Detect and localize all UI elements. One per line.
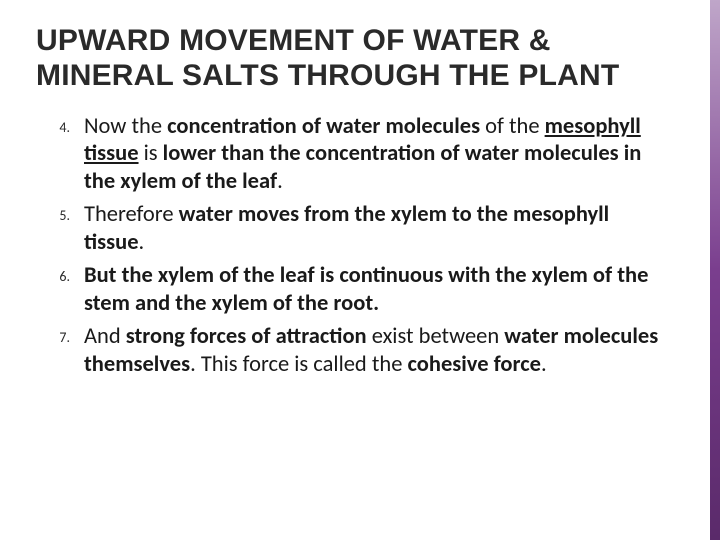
text-run: And — [84, 323, 126, 350]
text-run: exist between — [367, 323, 505, 350]
text-run: is — [139, 140, 163, 167]
text-run: concentration of water molecules — [167, 113, 480, 140]
list-number: 4. — [36, 113, 70, 195]
list-number: 5. — [36, 201, 70, 256]
list-item: Now the concentration of water molecules… — [84, 113, 670, 195]
numbered-list: 4.Now the concentration of water molecul… — [36, 113, 670, 378]
text-run: . — [541, 351, 547, 378]
slide-title: UPWARD MOVEMENT OF WATER & MINERAL SALTS… — [0, 0, 720, 101]
list-item: Therefore water moves from the xylem to … — [84, 201, 670, 256]
text-run: lower than the concentration of water mo… — [84, 140, 641, 194]
text-run: strong forces of attraction — [126, 323, 367, 350]
list-number: 6. — [36, 262, 70, 317]
text-run: Therefore — [84, 201, 179, 228]
text-run: But the xylem of the leaf is continuous … — [84, 262, 648, 316]
text-run: . — [277, 168, 283, 195]
text-run: Now the — [84, 113, 167, 140]
list-number: 7. — [36, 323, 70, 378]
text-run: cohesive force — [407, 351, 540, 378]
text-run: . — [139, 229, 145, 256]
text-run: . This force is called the — [190, 351, 407, 378]
list-item: And strong forces of attraction exist be… — [84, 323, 670, 378]
slide: UPWARD MOVEMENT OF WATER & MINERAL SALTS… — [0, 0, 720, 540]
text-run: of the — [480, 113, 545, 140]
slide-content: 4.Now the concentration of water molecul… — [0, 101, 720, 378]
list-item: But the xylem of the leaf is continuous … — [84, 262, 670, 317]
accent-bar — [710, 0, 720, 540]
